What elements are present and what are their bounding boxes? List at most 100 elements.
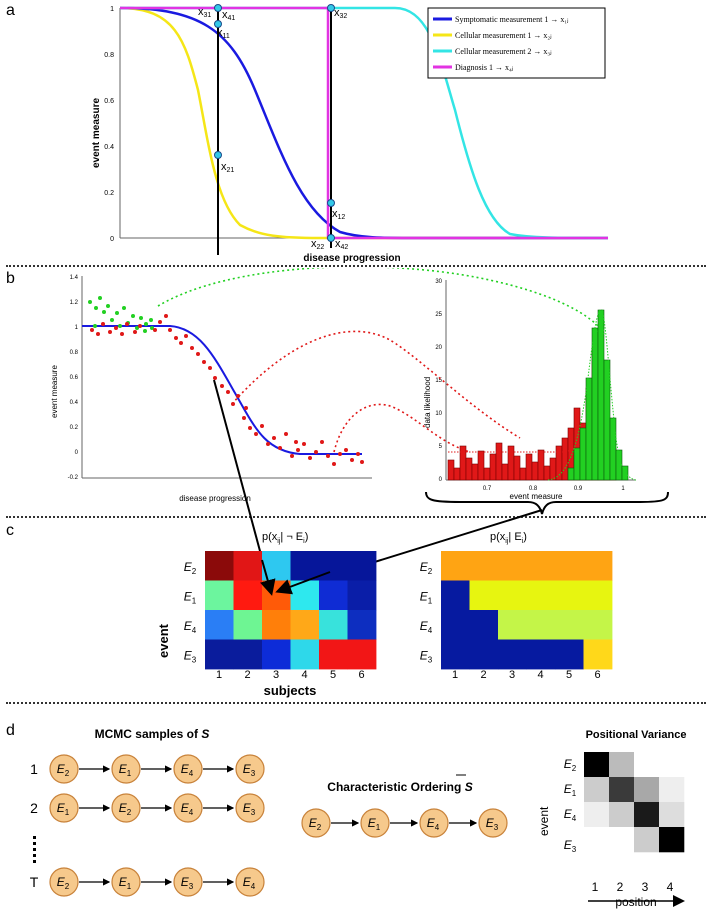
panel-letter-d: d	[6, 722, 15, 739]
heatmap-cell-right	[583, 580, 613, 611]
y-tick: 30	[435, 279, 442, 285]
panel-a-x-label: disease progression	[303, 253, 400, 264]
point-x11	[214, 20, 222, 28]
event-label: E2	[184, 560, 197, 576]
event-label: E2	[420, 560, 433, 576]
y-tick: -0.2	[68, 475, 79, 481]
hist-red-fit	[448, 443, 581, 453]
positional-variance-grid	[584, 752, 685, 853]
hist-y-ticks: 30 25 20 15 10 5 0	[435, 279, 442, 483]
event-node	[301, 808, 331, 838]
y-tick: 20	[435, 345, 442, 351]
panel-b-x-label: disease progression	[179, 494, 251, 503]
heatmap-cell-right	[441, 551, 470, 581]
event-label: E3	[486, 816, 499, 832]
event-label: E1	[57, 801, 70, 817]
characteristic-chain: E2 E1 E4 E3	[301, 808, 508, 838]
y-tick: 0	[439, 477, 443, 483]
heatmap-cell-left	[233, 580, 263, 611]
panel-b-y-ticks: 1.4 1.2 1 0.8 0.6 0.4 0.2 0 -0.2	[68, 275, 79, 481]
curve-cellular-1	[119, 6, 608, 240]
event-node	[419, 808, 449, 838]
heatmap-cell-right	[441, 580, 470, 611]
label-x22: x22	[311, 238, 324, 251]
heatmap-y-label: event	[156, 623, 171, 658]
positional-variance-cell	[634, 777, 660, 803]
heatmap-cell-right	[526, 551, 556, 581]
legend-item-symptomatic: Symptomatic measurement 1 → x₁ⱼ	[455, 15, 569, 24]
heatmap-col-label: 6	[594, 669, 600, 681]
event-label: E1	[564, 782, 577, 798]
heatmap-cell-left	[233, 639, 263, 670]
positional-variance-cell	[634, 752, 660, 778]
heatmap-cell-right	[498, 639, 527, 670]
event-label: E3	[181, 875, 194, 891]
positional-variance-row-labels: E2 E1 E4 E3	[564, 757, 577, 854]
heatmap-cell-right	[469, 639, 499, 670]
positional-variance-col-label: 3	[642, 880, 649, 894]
mcmc-chains: 1 E2 E1 E4 E3 2 E1 E2 E4 E3 T E2 E1 E3 E4	[30, 754, 265, 897]
heatmap-cell-right	[469, 580, 499, 611]
divider-ab	[6, 265, 706, 267]
heatmap-cell-right	[555, 639, 584, 670]
heatmap-cell-right	[555, 580, 584, 611]
label-x32: x32	[334, 7, 347, 20]
panel-a-y-ticks: 1 0.8 0.6 0.4 0.2 0	[104, 6, 114, 243]
heatmap-col-label: 2	[244, 669, 250, 681]
event-label: E2	[309, 816, 322, 832]
legend-item-cellular-1: Cellular measurement 1 → x₂ⱼ	[455, 31, 552, 40]
heatmap-cell-left	[347, 551, 377, 581]
positional-variance-cell	[634, 802, 660, 828]
label-x31: x31	[198, 6, 211, 19]
heatmap-cell-left	[262, 580, 291, 611]
panel-b-plot: 1.4 1.2 1 0.8 0.6 0.4 0.2 0 -0.2 event m…	[50, 268, 669, 515]
event-label: E1	[119, 762, 132, 778]
y-tick: 5	[439, 444, 443, 450]
heatmap-col-label: 6	[358, 669, 364, 681]
panel-letter-a: a	[6, 2, 15, 19]
heatmap-cell-left	[262, 610, 291, 640]
chain-label: 1	[30, 761, 38, 777]
event-node	[360, 808, 390, 838]
heatmap-cell-right	[441, 610, 470, 640]
curve-symptomatic-1	[119, 6, 608, 240]
y-tick: 0.6	[104, 98, 114, 105]
x-tick: 0.8	[529, 486, 538, 492]
legend-item-cellular-2: Cellular measurement 2 → x₃ⱼ	[455, 47, 552, 56]
positional-variance-x-label: position	[615, 895, 656, 909]
event-label: E1	[368, 816, 381, 832]
y-tick: 0	[110, 236, 114, 243]
panel-a-legend: Symptomatic measurement 1 → x₁ⱼ Cellular…	[427, 7, 606, 79]
heatmap-left-title: p(xij| ¬ Ei)	[262, 531, 308, 545]
hist-y-label: data likelihood	[423, 377, 432, 428]
heatmap-cell-right	[555, 610, 584, 640]
y-tick: 0	[75, 450, 79, 456]
panel-d-orderings: MCMC samples of S 1 E2 E1 E4 E32 E1 E2 E4 E3T E2 E…	[30, 727, 687, 909]
y-tick: 0.4	[104, 144, 114, 151]
positional-variance-cell	[659, 827, 685, 853]
x-tick: 0.7	[483, 486, 492, 492]
event-node	[111, 793, 141, 823]
label-x41: x41	[222, 9, 235, 22]
curve-diagnosis-1	[120, 6, 608, 240]
heatmap-cell-left	[347, 639, 377, 670]
positional-variance-col-label: 2	[617, 880, 624, 894]
divider-cd	[6, 702, 706, 704]
characteristic-ordering: E2 E1 E4 E3	[301, 808, 508, 838]
heatmap-cell-right	[526, 580, 556, 611]
point-x32	[327, 4, 335, 12]
label-x42: x42	[335, 238, 348, 251]
heatmap-col-label: 1	[216, 669, 222, 681]
hist-green-bars	[567, 309, 629, 481]
chain-2: E2 E1 E3 E4	[49, 867, 265, 897]
heatmap-cell-right	[498, 580, 527, 611]
event-label: E2	[564, 757, 577, 773]
chain-label: T	[30, 874, 39, 890]
heatmap-cell-left	[347, 580, 377, 611]
panel-a-plot: 1 0.8 0.6 0.4 0.2 0 event measure diseas…	[91, 4, 609, 264]
heatmap-cell-left	[233, 610, 263, 640]
event-node	[49, 754, 79, 784]
panel-letter-b: b	[6, 270, 15, 287]
ellipsis-dots	[33, 836, 36, 863]
event-label: E2	[57, 762, 70, 778]
